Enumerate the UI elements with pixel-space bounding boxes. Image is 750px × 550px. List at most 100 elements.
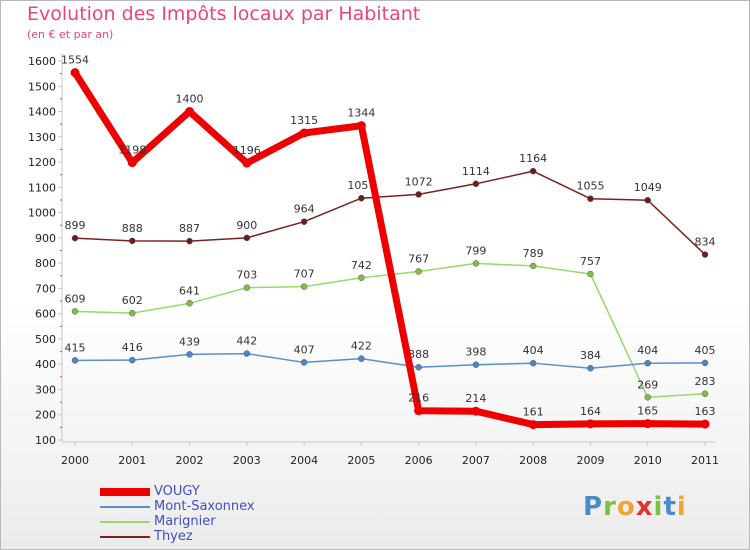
legend-swatch bbox=[100, 535, 150, 538]
data-label: 888 bbox=[122, 222, 143, 235]
data-point bbox=[356, 121, 366, 131]
data-point bbox=[472, 260, 480, 267]
data-point bbox=[129, 356, 136, 364]
x-tick-label: 2007 bbox=[462, 454, 490, 467]
legend-item: Thyez bbox=[100, 529, 255, 544]
x-tick-label: 2008 bbox=[519, 454, 547, 467]
x-tick-label: 2003 bbox=[233, 454, 261, 467]
data-point bbox=[644, 196, 651, 204]
y-tick-label: 600 bbox=[35, 308, 56, 321]
data-point bbox=[701, 390, 709, 398]
data-point bbox=[528, 420, 538, 430]
x-tick-label: 2010 bbox=[634, 454, 662, 467]
data-label: 1049 bbox=[634, 181, 662, 194]
data-label: 1114 bbox=[462, 165, 490, 178]
data-point bbox=[300, 218, 308, 225]
data-label: 283 bbox=[695, 375, 716, 388]
data-point bbox=[299, 128, 309, 138]
logo-letter: t bbox=[663, 492, 677, 522]
data-point bbox=[644, 359, 651, 367]
y-tick-label: 800 bbox=[35, 257, 56, 270]
data-label: 703 bbox=[236, 269, 257, 282]
y-tick-label: 1200 bbox=[28, 156, 56, 169]
data-label: 422 bbox=[351, 340, 372, 353]
y-tick-label: 1300 bbox=[28, 131, 56, 144]
y-tick-label: 1000 bbox=[28, 207, 56, 220]
x-tick-label: 2006 bbox=[405, 454, 433, 467]
data-point bbox=[186, 237, 193, 245]
data-point bbox=[529, 262, 537, 270]
data-point bbox=[358, 274, 365, 282]
x-tick-label: 2002 bbox=[176, 454, 204, 467]
legend-label: VOUGY bbox=[154, 484, 200, 499]
data-point bbox=[300, 283, 308, 290]
y-tick-label: 700 bbox=[35, 282, 56, 295]
logo-letter: i bbox=[653, 492, 664, 522]
legend-swatch bbox=[100, 520, 150, 523]
data-label: 767 bbox=[408, 252, 429, 265]
data-label: 388 bbox=[408, 348, 429, 361]
data-point bbox=[587, 364, 594, 372]
data-label: 416 bbox=[122, 341, 143, 354]
data-point bbox=[242, 158, 252, 168]
data-point bbox=[471, 406, 481, 416]
data-point bbox=[243, 284, 251, 291]
data-point bbox=[415, 268, 422, 275]
data-point bbox=[186, 351, 193, 358]
legend-swatch bbox=[100, 505, 150, 508]
data-point bbox=[127, 158, 137, 168]
data-point bbox=[71, 234, 79, 242]
x-tick-label: 2009 bbox=[576, 454, 604, 467]
data-point bbox=[415, 363, 422, 371]
data-point bbox=[129, 237, 136, 245]
data-label: 1057 bbox=[347, 179, 375, 192]
data-label: 1164 bbox=[519, 152, 547, 165]
x-tick-label: 2000 bbox=[61, 454, 89, 467]
data-label: 757 bbox=[580, 255, 601, 268]
data-point bbox=[415, 191, 422, 198]
legend-item: Mont-Saxonnex bbox=[100, 499, 255, 514]
data-point bbox=[186, 300, 193, 307]
data-point bbox=[587, 195, 594, 202]
data-point bbox=[129, 309, 136, 317]
legend: VOUGY Mont-Saxonnex Marignier Thyez bbox=[100, 484, 255, 544]
data-label: 1072 bbox=[405, 175, 433, 188]
data-point bbox=[300, 359, 308, 366]
data-label: 887 bbox=[179, 222, 200, 235]
data-label: 164 bbox=[580, 405, 601, 418]
data-label: 609 bbox=[65, 292, 86, 305]
chart-title: Evolution des Impôts locaux par Habitant bbox=[27, 3, 421, 25]
data-label: 641 bbox=[179, 284, 200, 297]
data-label: 707 bbox=[294, 268, 315, 281]
data-label: 1055 bbox=[576, 180, 604, 193]
data-point bbox=[71, 357, 79, 364]
proxiti-logo: Proxiti bbox=[583, 492, 687, 522]
data-point bbox=[70, 68, 80, 78]
data-point bbox=[643, 419, 653, 429]
logo-letter: x bbox=[635, 492, 654, 522]
logo-letter: r bbox=[603, 492, 617, 522]
data-label: 742 bbox=[351, 259, 372, 272]
data-label: 602 bbox=[122, 294, 143, 307]
data-label: 834 bbox=[695, 236, 716, 249]
data-label: 165 bbox=[637, 405, 658, 418]
y-tick-label: 900 bbox=[35, 232, 56, 245]
legend-item: VOUGY bbox=[100, 484, 255, 499]
data-point bbox=[529, 167, 537, 175]
data-label: 163 bbox=[695, 405, 716, 418]
logo-letter: P bbox=[583, 492, 604, 522]
data-label: 384 bbox=[580, 349, 601, 362]
data-point bbox=[358, 194, 365, 202]
data-point bbox=[185, 107, 195, 117]
data-label: 442 bbox=[236, 335, 257, 348]
logo-letter: o bbox=[616, 492, 636, 522]
data-label: 1400 bbox=[176, 93, 204, 106]
data-point bbox=[700, 419, 710, 429]
data-label: 789 bbox=[523, 247, 544, 260]
legend-label: Thyez bbox=[154, 529, 193, 544]
data-point bbox=[585, 419, 595, 429]
series-line-vougy bbox=[71, 69, 709, 429]
data-label: 1196 bbox=[233, 144, 261, 157]
data-label: 1554 bbox=[61, 54, 89, 67]
data-label: 269 bbox=[637, 378, 658, 391]
